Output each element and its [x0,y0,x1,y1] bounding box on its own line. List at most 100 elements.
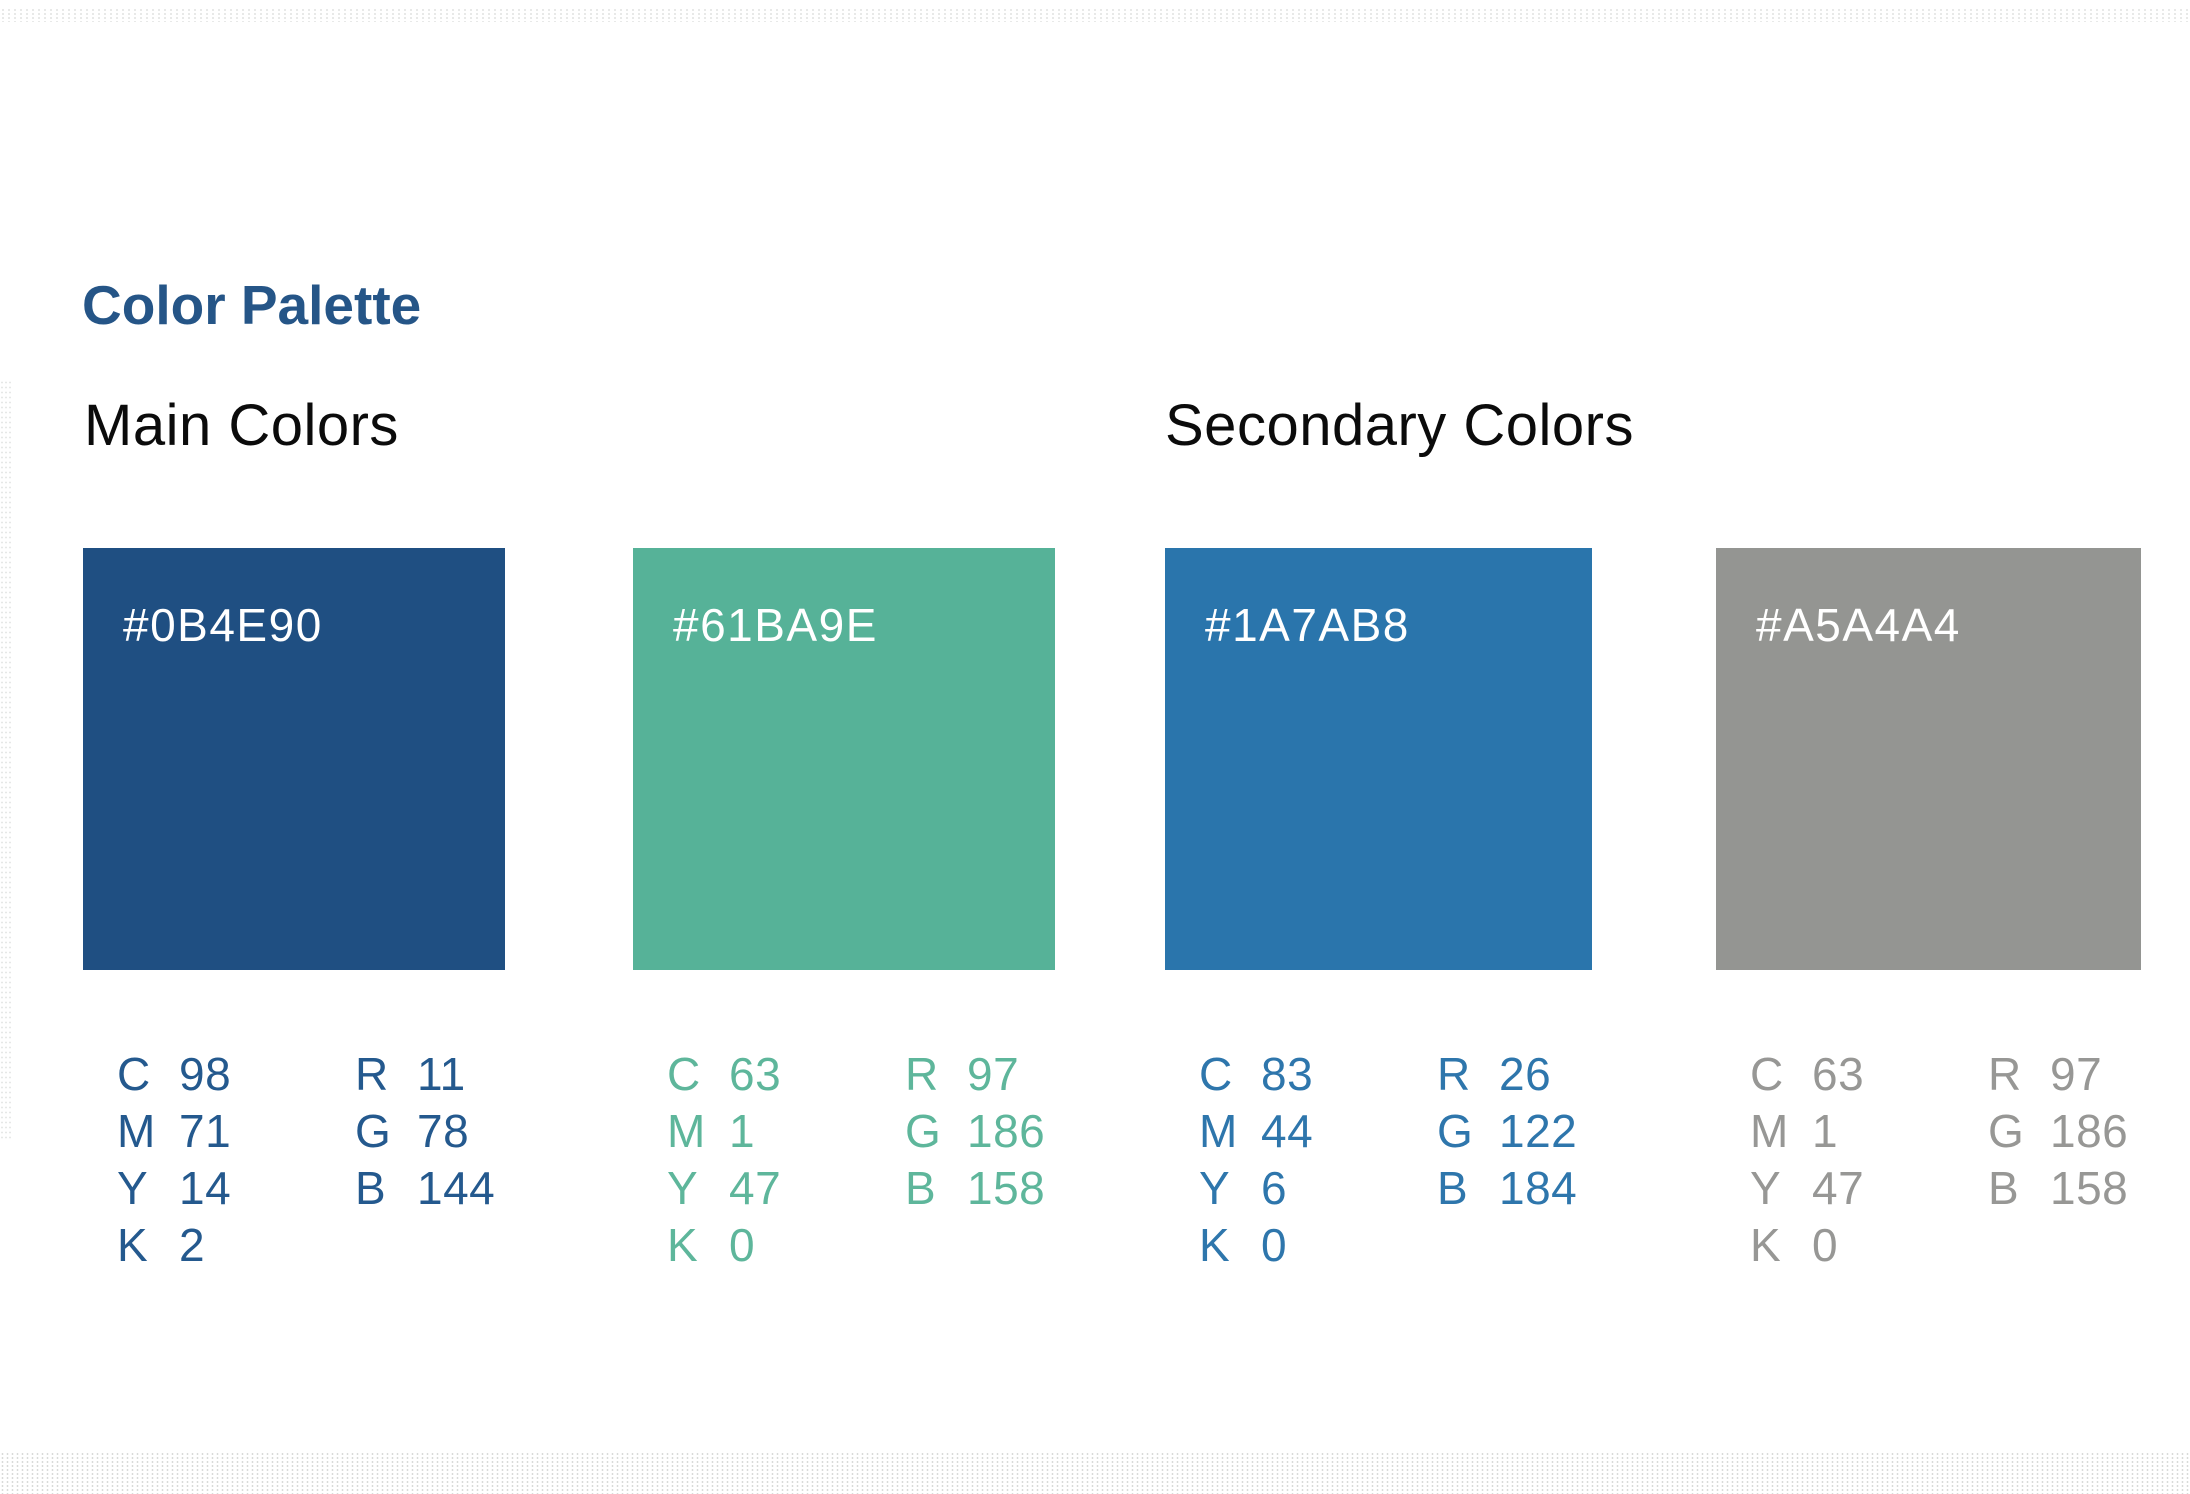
value-number: 186 [967,1105,1046,1157]
value-number: 78 [417,1105,470,1157]
color-card: #61BA9E C 63 M 1 Y 47 K 0 R 97 [633,548,1055,1278]
cmyk-values: C 63 M 1 Y 47 K 0 [667,1046,781,1274]
value-label: G [1437,1105,1474,1157]
value-number: 98 [179,1048,232,1100]
value-row: Y 47 [1750,1160,1864,1217]
rgb-values: R 26 G 122 B 184 [1437,1046,1577,1217]
value-row: C 63 [667,1046,781,1103]
color-card: #A5A4A4 C 63 M 1 Y 47 K 0 R 97 [1716,548,2141,1278]
value-number: 186 [2050,1105,2129,1157]
value-row: M 71 [117,1103,231,1160]
rgb-values: R 11 G 78 B 144 [355,1046,495,1217]
value-number: 63 [1812,1048,1865,1100]
section-heading-secondary-colors: Secondary Colors [1165,393,1634,459]
value-row: K 0 [667,1217,781,1274]
value-label: G [1988,1105,2025,1157]
color-card: #0B4E90 C 98 M 71 Y 14 K 2 R 11 [83,548,505,1278]
value-label: Y [117,1162,149,1214]
value-number: 1 [729,1105,756,1157]
value-row: G 186 [1988,1103,2128,1160]
value-row: M 44 [1199,1103,1313,1160]
value-label: B [1437,1162,1469,1214]
value-number: 83 [1261,1048,1314,1100]
color-swatch: #61BA9E [633,548,1055,970]
value-number: 97 [967,1048,1020,1100]
value-row: G 186 [905,1103,1045,1160]
value-number: 47 [729,1162,782,1214]
value-number: 71 [179,1105,232,1157]
value-label: K [117,1219,149,1271]
value-number: 26 [1499,1048,1552,1100]
value-row: R 26 [1437,1046,1577,1103]
value-row: Y 14 [117,1160,231,1217]
value-number: 0 [1261,1219,1288,1271]
value-label: C [1199,1048,1233,1100]
value-number: 184 [1499,1162,1578,1214]
value-label: B [905,1162,937,1214]
swatch-values: C 98 M 71 Y 14 K 2 R 11 G 78 [83,1046,505,1278]
swatch-hex-label: #61BA9E [673,599,878,651]
value-label: B [355,1162,387,1214]
value-row: B 158 [905,1160,1045,1217]
value-row: G 122 [1437,1103,1577,1160]
value-label: K [667,1219,699,1271]
value-row: Y 47 [667,1160,781,1217]
swatch-hex-label: #1A7AB8 [1205,599,1410,651]
value-label: C [117,1048,151,1100]
value-label: M [1199,1105,1238,1157]
swatch-hex-label: #A5A4A4 [1756,599,1961,651]
value-label: M [667,1105,706,1157]
value-label: C [667,1048,701,1100]
value-number: 158 [2050,1162,2129,1214]
value-label: G [905,1105,942,1157]
value-row: B 184 [1437,1160,1577,1217]
value-row: G 78 [355,1103,495,1160]
value-number: 63 [729,1048,782,1100]
color-swatch: #A5A4A4 [1716,548,2141,970]
value-number: 6 [1261,1162,1288,1214]
swatch-values: C 63 M 1 Y 47 K 0 R 97 G 186 [1716,1046,2141,1278]
value-label: Y [1750,1162,1782,1214]
value-row: C 83 [1199,1046,1313,1103]
value-label: R [1437,1048,1471,1100]
value-number: 158 [967,1162,1046,1214]
value-number: 1 [1812,1105,1839,1157]
value-number: 0 [729,1219,756,1271]
value-row: M 1 [667,1103,781,1160]
page-edge-texture-left [0,380,12,1140]
value-row: R 97 [1988,1046,2128,1103]
value-number: 144 [417,1162,496,1214]
value-label: Y [1199,1162,1231,1214]
value-label: B [1988,1162,2020,1214]
value-row: C 98 [117,1046,231,1103]
color-swatch: #1A7AB8 [1165,548,1592,970]
value-number: 97 [2050,1048,2103,1100]
value-row: B 158 [1988,1160,2128,1217]
value-number: 14 [179,1162,232,1214]
page-edge-texture-top [0,8,2190,22]
value-row: C 63 [1750,1046,1864,1103]
rgb-values: R 97 G 186 B 158 [1988,1046,2128,1217]
value-row: B 144 [355,1160,495,1217]
value-row: Y 6 [1199,1160,1313,1217]
value-row: K 2 [117,1217,231,1274]
swatch-hex-label: #0B4E90 [123,599,323,651]
value-label: C [1750,1048,1784,1100]
rgb-values: R 97 G 186 B 158 [905,1046,1045,1217]
value-number: 0 [1812,1219,1839,1271]
color-swatch: #0B4E90 [83,548,505,970]
value-label: G [355,1105,392,1157]
cmyk-values: C 83 M 44 Y 6 K 0 [1199,1046,1313,1274]
swatch-values: C 83 M 44 Y 6 K 0 R 26 G 122 [1165,1046,1592,1278]
value-row: M 1 [1750,1103,1864,1160]
cmyk-values: C 63 M 1 Y 47 K 0 [1750,1046,1864,1274]
value-row: K 0 [1199,1217,1313,1274]
value-number: 122 [1499,1105,1578,1157]
value-label: Y [667,1162,699,1214]
color-card: #1A7AB8 C 83 M 44 Y 6 K 0 R 26 [1165,548,1592,1278]
value-row: R 11 [355,1046,495,1103]
value-label: R [1988,1048,2022,1100]
value-label: K [1199,1219,1231,1271]
section-heading-main-colors: Main Colors [84,393,399,459]
value-label: M [117,1105,156,1157]
